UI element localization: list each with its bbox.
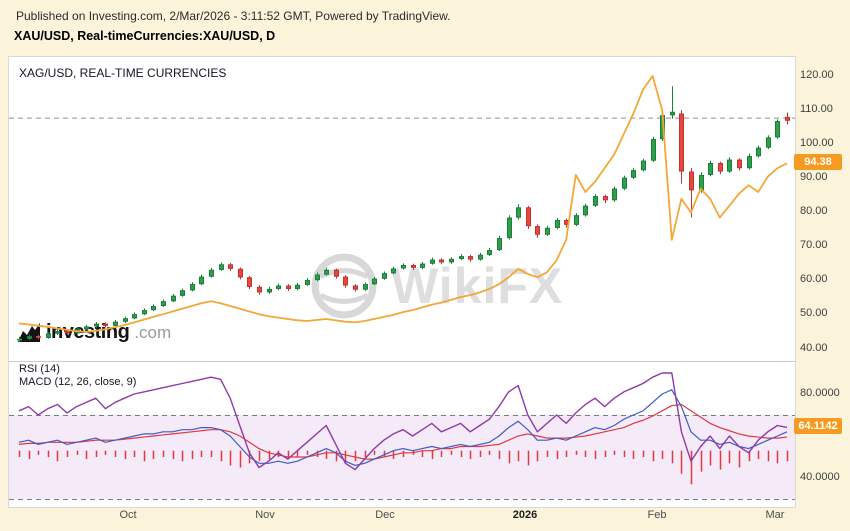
symbol-line: XAU/USD, Real-timeCurrencies:XAU/USD, D [14,29,276,43]
time-axis-label: Nov [255,509,275,521]
indicator-labels: RSI (14) MACD (12, 26, close, 9) [19,363,136,389]
main-price-tick: 110.00 [800,102,833,115]
price-badge: 94.38 [794,154,842,171]
main-price-tick: 70.00 [800,239,828,252]
time-axis[interactable]: Oct Nov Dec 2026 Feb Mar [8,509,794,529]
main-price-tick: 120.00 [800,68,834,81]
main-price-tick: 50.00 [800,307,828,320]
indicator-badge: 64.1142 [794,418,842,435]
time-axis-label: Mar [765,509,785,521]
chart-canvas[interactable] [9,57,795,507]
rsi-label: RSI (14) [19,363,60,375]
main-price-tick: 80.00 [800,205,828,217]
price-axis[interactable]: 94.38 64.1142 120.00 110.00 100.00 90.00 80.… [794,0,850,531]
published-line: Published on Investing.com, 2/Mar/2026 -… [16,9,451,23]
main-price-tick: 90.00 [800,170,828,183]
time-axis-label: Dec [375,509,395,521]
time-axis-label: 2026 [512,509,538,521]
indicator-tick: 40.0000 [800,470,840,483]
indicator-tick: 80.0000 [800,386,840,399]
main-price-tick: 60.00 [800,273,828,286]
main-price-tick: 100.00 [800,136,834,149]
time-axis-label: Feb [647,509,667,521]
time-axis-label: Oct [119,509,137,521]
chart-panel: WikiFX investing.com XAG/USD, REAL-TIME … [8,56,796,508]
macd-label: MACD (12, 26, close, 9) [19,376,137,388]
main-pane-label: XAG/USD, REAL-TIME CURRENCIES [19,66,227,80]
main-price-tick: 40.00 [800,341,828,354]
